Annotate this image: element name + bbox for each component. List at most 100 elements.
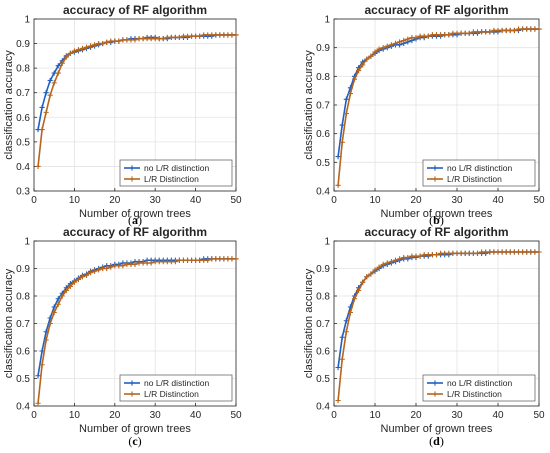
chart-panel-d: 0 10 20 30 40 50 0.4 0.5 0.6 0.7 0.8 0.9 1 accuracy o… bbox=[303, 225, 545, 435]
data-point bbox=[55, 70, 61, 76]
y-tick-label: 0.4 bbox=[16, 402, 30, 413]
data-point bbox=[96, 267, 102, 273]
chart-title: accuracy of RF algorithm bbox=[63, 225, 207, 239]
y-tick-label: 0.7 bbox=[316, 101, 330, 112]
panel-label-close: ) bbox=[440, 434, 444, 448]
data-point bbox=[43, 109, 49, 115]
data-point bbox=[205, 257, 211, 263]
panel-label-c: (c) bbox=[128, 434, 141, 448]
series-lr-distinction bbox=[35, 256, 239, 406]
data-point bbox=[79, 45, 86, 52]
legend-marker bbox=[129, 391, 135, 397]
y-tick-label: 0.9 bbox=[316, 264, 330, 275]
x-tick-label: 20 bbox=[109, 195, 121, 206]
legend-box bbox=[119, 159, 233, 187]
legend-label: L/R Distinction bbox=[144, 174, 199, 184]
data-point bbox=[368, 53, 374, 59]
x-tick-label: 0 bbox=[331, 410, 337, 421]
data-point bbox=[43, 90, 49, 96]
data-point bbox=[92, 42, 98, 48]
data-point bbox=[343, 96, 349, 102]
y-tick-label: 0.8 bbox=[316, 292, 330, 303]
legend-label: L/R Distinction bbox=[447, 389, 502, 399]
data-point bbox=[339, 356, 345, 362]
data-point bbox=[347, 309, 353, 316]
data-point bbox=[335, 182, 341, 188]
data-point bbox=[39, 104, 45, 111]
data-point bbox=[39, 126, 45, 133]
chart-panel-c: 0 10 20 30 40 50 0.4 0.5 0.6 0.7 0.8 0.9 1 accuracy o… bbox=[3, 225, 242, 435]
axes-box bbox=[33, 18, 237, 192]
data-point bbox=[83, 44, 90, 50]
legend-label: L/R Distinction bbox=[144, 389, 199, 399]
x-tick-label: 20 bbox=[410, 195, 422, 206]
y-tick-label: 0.4 bbox=[316, 187, 330, 198]
data-point bbox=[356, 287, 362, 294]
series-lr-distinction bbox=[35, 32, 239, 170]
legend-marker bbox=[432, 176, 438, 182]
x-tick-label: 10 bbox=[369, 410, 381, 421]
data-point bbox=[364, 274, 370, 280]
x-tick-label: 40 bbox=[190, 195, 202, 206]
data-point bbox=[339, 334, 345, 340]
data-point bbox=[75, 47, 82, 53]
y-tick-label: 1 bbox=[324, 15, 330, 26]
data-point bbox=[39, 362, 45, 368]
data-point bbox=[59, 293, 65, 299]
data-point bbox=[351, 296, 358, 302]
y-tick-label: 0.8 bbox=[16, 64, 30, 75]
y-tick-label: 0.6 bbox=[16, 113, 30, 124]
x-tick-label: 40 bbox=[190, 410, 202, 421]
panel-label-open: ( bbox=[128, 434, 132, 448]
y-axis-label: classification accuracy bbox=[303, 50, 315, 160]
data-point bbox=[160, 36, 166, 42]
y-tick-label: 0.6 bbox=[316, 129, 330, 140]
data-point bbox=[55, 301, 61, 307]
panel-label-close: ) bbox=[440, 213, 444, 227]
panel-label-close: ) bbox=[138, 213, 142, 227]
panel-label-open: ( bbox=[429, 434, 433, 448]
y-tick-label: 0.3 bbox=[16, 187, 30, 198]
x-axis-label: Number of grown trees bbox=[381, 208, 493, 220]
panel-label-d: (d) bbox=[429, 434, 444, 448]
data-point bbox=[417, 253, 423, 259]
y-tick-label: 0.9 bbox=[316, 43, 330, 54]
data-point bbox=[108, 264, 114, 270]
data-point bbox=[397, 39, 403, 45]
data-point bbox=[466, 30, 472, 36]
data-point bbox=[176, 34, 183, 41]
x-tick-label: 0 bbox=[31, 195, 37, 206]
data-point bbox=[536, 26, 542, 32]
data-point bbox=[360, 279, 366, 285]
data-point bbox=[233, 256, 239, 262]
data-point bbox=[63, 54, 69, 60]
y-tick-label: 0.4 bbox=[16, 162, 30, 173]
data-point bbox=[536, 249, 542, 255]
data-point bbox=[100, 40, 106, 47]
data-point bbox=[92, 268, 98, 274]
chart-title: accuracy of RF algorithm bbox=[364, 3, 508, 17]
panel-label-open: ( bbox=[128, 213, 132, 227]
data-point bbox=[67, 50, 73, 56]
data-point bbox=[380, 45, 386, 51]
y-tick-label: 0.5 bbox=[316, 158, 330, 169]
x-tick-label: 10 bbox=[69, 410, 81, 421]
legend-label: L/R Distinction bbox=[447, 174, 502, 184]
data-point bbox=[384, 260, 390, 266]
x-tick-label: 30 bbox=[451, 195, 463, 206]
x-tick-label: 20 bbox=[410, 410, 422, 421]
panel-label-close: ) bbox=[138, 434, 142, 448]
legend-marker bbox=[129, 380, 135, 386]
legend-marker bbox=[432, 380, 438, 386]
legend-label: no L/R distinction bbox=[447, 378, 512, 388]
data-point bbox=[351, 76, 358, 82]
data-point bbox=[116, 38, 122, 44]
y-tick-label: 0.8 bbox=[16, 292, 30, 303]
data-point bbox=[376, 264, 382, 270]
data-point bbox=[384, 43, 390, 49]
panel-label-open: ( bbox=[429, 213, 433, 227]
data-point bbox=[35, 163, 41, 170]
data-point bbox=[47, 77, 53, 84]
panel-label-b: (b) bbox=[429, 213, 444, 227]
panel-label-letter: c bbox=[132, 434, 138, 448]
